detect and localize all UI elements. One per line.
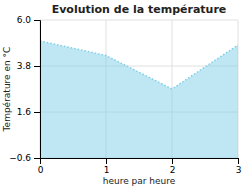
tick-mark	[34, 20, 40, 21]
tick: 1	[104, 158, 110, 175]
tick-label: 6.0	[17, 15, 32, 25]
tick-mark	[34, 112, 40, 113]
tick: 1.6	[17, 107, 40, 117]
x-axis-title: heure par heure	[103, 176, 176, 186]
y-axis-title: Température en °C	[2, 47, 12, 133]
tick-label: −0.6	[9, 153, 31, 163]
grid-line	[40, 20, 238, 21]
tick: 3	[236, 158, 242, 175]
area	[40, 41, 238, 158]
plot: 0 1 2 3 −0.6 1.6 3.8 6.0	[9, 15, 241, 175]
tick: 0	[38, 158, 44, 175]
tick-label: 1.6	[17, 107, 32, 117]
tick: −0.6	[9, 153, 40, 163]
grid	[40, 20, 238, 158]
title: Evolution de la température	[52, 3, 227, 16]
marks	[40, 41, 238, 158]
line	[40, 41, 238, 89]
tick-label: 3.8	[17, 61, 32, 71]
axis-line	[41, 159, 239, 165]
tick-mark	[106, 158, 107, 164]
tick: 2	[170, 158, 176, 175]
axis-line	[34, 21, 41, 159]
tick-label: 0	[38, 165, 44, 175]
tick-label: 3	[236, 165, 242, 175]
tick-mark	[34, 158, 40, 159]
tick-mark	[238, 158, 239, 164]
tick-mark	[34, 66, 40, 67]
x-axis: 0 1 2 3	[38, 158, 242, 175]
tick-label: 2	[170, 165, 176, 175]
tick: 3.8	[17, 61, 40, 71]
chart: 0 1 2 3 −0.6 1.6 3.8 6.0 Evolution de la tempéra…	[0, 0, 250, 188]
y-axis: −0.6 1.6 3.8 6.0	[9, 15, 40, 163]
tick-label: 1	[104, 165, 110, 175]
tick: 6.0	[17, 15, 40, 25]
tick-mark	[172, 158, 173, 164]
